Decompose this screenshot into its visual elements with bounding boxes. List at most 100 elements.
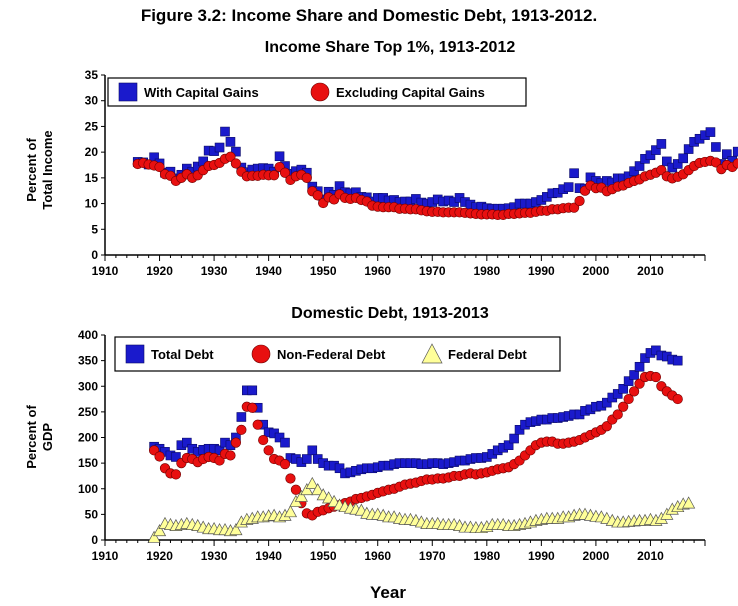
total-debt-point <box>651 345 661 356</box>
non-federal-debt-point <box>170 469 182 480</box>
non-federal-debt-point <box>285 473 296 484</box>
with-capital-gains-point <box>683 144 694 154</box>
domestic-debt-x-label: Year <box>370 583 406 602</box>
domestic-debt-legend: Total Debt Non-Federal Debt Federal Debt <box>114 336 561 372</box>
total-debt-point <box>247 385 258 396</box>
total-debt-point <box>274 432 285 443</box>
total-debt-point <box>612 389 623 399</box>
domestic-debt-y-tick-label: 300 <box>78 379 98 393</box>
domestic-debt-y-label-line2: GDP <box>40 423 55 452</box>
non-federal-debt-point <box>623 393 634 405</box>
domestic-debt-x-tick-label: 2000 <box>583 549 610 563</box>
federal-debt-point <box>147 530 161 543</box>
non-federal-debt-point <box>263 445 274 456</box>
income-share-x-tick-label: 1980 <box>473 264 500 278</box>
non-federal-debt-point <box>154 451 165 462</box>
with-capital-gains-point <box>722 149 732 159</box>
total-debt-point <box>640 353 650 363</box>
non-federal-debt-point <box>290 484 302 495</box>
with-capital-gains-legend-marker <box>118 82 138 102</box>
total-debt-point <box>509 433 519 444</box>
domestic-debt-x-tick-label: 1930 <box>201 549 228 563</box>
income-share-x-tick-label: 1990 <box>528 264 555 278</box>
domestic-debt-chart-title: Domestic Debt, 1913-2013 <box>291 305 489 322</box>
domestic-debt-y-tick-label: 150 <box>78 456 98 470</box>
domestic-debt-x-tick-label: 1970 <box>419 549 446 563</box>
income-share-y-tick-label: 20 <box>85 145 99 159</box>
non-federal-debt-legend-label: Non-Federal Debt <box>277 347 386 362</box>
federal-debt-point <box>682 496 696 509</box>
excluding-capital-gains-legend-marker <box>310 82 330 102</box>
domestic-debt-y-label-line1: Percent of <box>24 405 39 469</box>
domestic-debt-y-tick-label: 100 <box>78 482 98 496</box>
income-share-x-tick-label: 2000 <box>583 264 610 278</box>
with-capital-gains-point <box>629 166 639 176</box>
excluding-capital-gains-point <box>268 170 280 181</box>
domestic-debt-series-federal-debt <box>147 476 696 543</box>
income-share-y-label-line2: Total Income <box>40 130 55 209</box>
income-share-chart-title: Income Share Top 1%, 1913-2012 <box>265 39 516 56</box>
domestic-debt-series-total-debt <box>149 345 683 479</box>
excluding-capital-gains-point <box>710 157 722 168</box>
income-share-y-tick-label: 30 <box>85 94 99 108</box>
domestic-debt-y-tick-label: 400 <box>78 328 98 342</box>
total-debt-legend-label: Total Debt <box>151 347 214 362</box>
domestic-debt-chart: Domestic Debt, 1913-2013 Percent of GDP … <box>24 305 706 602</box>
non-federal-debt-point <box>225 450 236 461</box>
total-debt-point <box>182 437 192 448</box>
domestic-debt-series-non-federal-debt <box>148 370 683 521</box>
domestic-debt-y-tick-label: 0 <box>91 533 98 547</box>
domestic-debt-x-tick-label: 2010 <box>637 549 664 563</box>
with-capital-gains-point <box>225 137 236 147</box>
excluding-capital-gains-point <box>574 195 585 207</box>
non-federal-debt-point <box>230 437 242 448</box>
non-federal-debt-point <box>628 386 640 397</box>
income-share-x-tick-label: 1920 <box>146 264 173 278</box>
with-capital-gains-point <box>662 156 672 167</box>
with-capital-gains-point <box>651 145 661 155</box>
total-debt-point <box>236 412 247 422</box>
income-share-x-tick-label: 1910 <box>92 264 119 278</box>
total-debt-point <box>618 384 628 394</box>
income-share-y-tick-label: 5 <box>91 222 98 236</box>
excluding-capital-gains-point <box>230 158 242 169</box>
federal-debt-point <box>300 483 314 496</box>
total-debt-point <box>171 452 181 462</box>
federal-debt-point <box>229 523 243 536</box>
domestic-debt-x-tick-label: 1960 <box>364 549 391 563</box>
domestic-debt-x-tick-label: 1990 <box>528 549 555 563</box>
income-share-y-tick-label: 35 <box>85 68 99 82</box>
with-capital-gains-point <box>220 126 230 137</box>
with-capital-gains-point <box>678 153 688 164</box>
total-debt-point <box>629 370 639 380</box>
income-share-series-excluding-capital-gains <box>132 151 738 220</box>
domestic-debt-y-tick-label: 200 <box>78 431 98 445</box>
non-federal-debt-point <box>612 409 623 420</box>
with-capital-gains-point <box>274 151 285 162</box>
federal-debt-point <box>283 505 298 518</box>
income-share-chart: Income Share Top 1%, 1913-2012 Percent o… <box>24 39 738 278</box>
with-capital-gains-point <box>732 146 738 157</box>
non-federal-debt-point <box>618 401 629 412</box>
federal-debt-point <box>305 476 319 489</box>
total-debt-point <box>623 376 634 386</box>
domestic-debt-y-tick-label: 50 <box>85 507 99 521</box>
with-capital-gains-legend-label: With Capital Gains <box>144 85 259 100</box>
federal-debt-point <box>311 483 325 496</box>
federal-debt-point <box>294 489 308 502</box>
income-share-series-with-capital-gains <box>132 126 738 214</box>
domestic-debt-y-tick-label: 250 <box>78 405 98 419</box>
non-federal-debt-point <box>236 424 247 435</box>
non-federal-debt-point <box>252 419 263 430</box>
income-share-y-tick-label: 0 <box>91 248 98 262</box>
with-capital-gains-point <box>569 168 579 179</box>
non-federal-debt-point <box>650 371 662 383</box>
income-share-y-tick-label: 10 <box>85 197 99 211</box>
federal-debt-legend-label: Federal Debt <box>448 347 527 362</box>
income-share-legend: With Capital Gains Excluding Capital Gain… <box>107 77 527 107</box>
with-capital-gains-point <box>705 127 716 137</box>
excluding-capital-gains-legend-label: Excluding Capital Gains <box>336 85 485 100</box>
income-share-x-tick-label: 1940 <box>255 264 282 278</box>
total-debt-legend-marker <box>125 344 145 364</box>
total-debt-point <box>672 355 683 366</box>
